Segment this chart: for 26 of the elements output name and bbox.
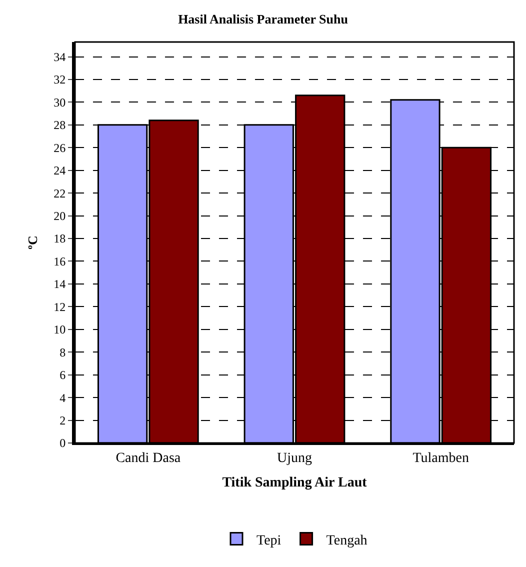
x-axis-title: Titik Sampling Air Laut xyxy=(222,476,368,491)
legend-label: Tepi xyxy=(256,533,282,548)
y-tick-label: 4 xyxy=(60,390,66,405)
y-tick-label: 34 xyxy=(54,50,66,64)
y-tick-label: 8 xyxy=(60,345,66,360)
y-tick-label: 0 xyxy=(60,436,66,450)
chart-title: Hasil Analisis Parameter Suhu xyxy=(178,11,348,26)
legend-label: Tengah xyxy=(326,533,368,548)
y-tick-label: 30 xyxy=(54,95,66,110)
y-tick-label: 32 xyxy=(54,72,66,87)
x-tick-label: Candi Dasa xyxy=(116,450,182,466)
y-tick-label: 28 xyxy=(54,118,66,132)
y-tick-label: 12 xyxy=(54,300,66,314)
x-tick-label: Ujung xyxy=(277,450,312,466)
y-tick-label: 18 xyxy=(54,232,66,246)
y-tick-label: 20 xyxy=(54,209,66,223)
x-tick-label: Tulamben xyxy=(412,450,469,466)
y-tick-label: 14 xyxy=(54,277,66,292)
y-tick-label: 24 xyxy=(54,164,66,178)
y-tick-label: 16 xyxy=(54,254,66,268)
y-tick-label: 10 xyxy=(54,322,66,337)
y-tick-label: 26 xyxy=(54,140,66,155)
y-tick-label: 2 xyxy=(60,413,66,428)
y-tick-label: 22 xyxy=(54,186,66,200)
y-tick-label: 6 xyxy=(60,368,66,382)
y-axis-title: ºC xyxy=(25,236,40,250)
